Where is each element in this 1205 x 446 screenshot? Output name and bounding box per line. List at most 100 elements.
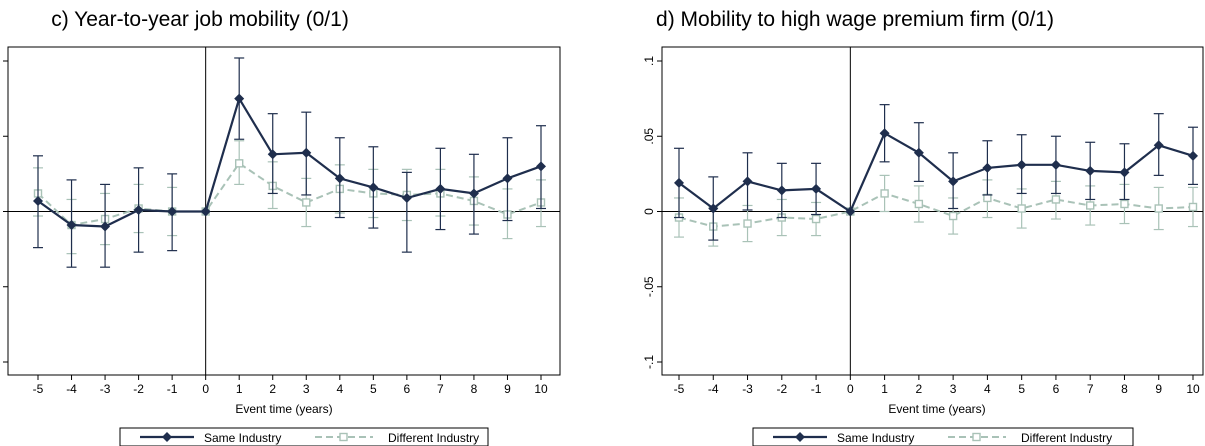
x-tick-label: 4	[336, 382, 343, 396]
point-same	[1016, 159, 1027, 170]
point-different	[1120, 199, 1129, 209]
legend-box	[119, 427, 489, 446]
y-tick-label: -.1	[642, 355, 656, 369]
point-different	[1017, 204, 1026, 213]
x-tick-label: 1	[881, 382, 888, 396]
x-tick-label: -4	[66, 382, 77, 396]
chart-title: c) Year-to-year job mobility (0/1)	[51, 8, 349, 31]
point-same	[1085, 165, 1096, 176]
legend-label-different: Different Industry	[388, 431, 479, 445]
point-same	[334, 173, 345, 184]
x-tick-label: 10	[1186, 382, 1200, 396]
legend: Same Industry Different Industry	[119, 427, 489, 446]
point-different	[234, 159, 244, 168]
point-same	[1119, 167, 1130, 178]
point-same	[267, 149, 278, 160]
x-tick-label: 4	[984, 382, 991, 396]
point-different	[914, 199, 924, 209]
point-same	[66, 220, 77, 231]
point-different	[948, 211, 958, 221]
x-tick-label: -3	[100, 382, 111, 396]
point-different	[1085, 201, 1095, 210]
x-tick-label: 8	[1121, 382, 1128, 396]
chart-marks: -5 -4 -3 -2 -1 0 1 2 3 4 5 6 7 8 9 10 .1 .05 0 -.05 -.1	[0, 47, 560, 396]
legend-marker-square	[972, 432, 981, 442]
point-same	[742, 176, 753, 187]
x-tick-label: 3	[950, 382, 957, 396]
point-same	[776, 185, 787, 196]
x-tick-label: 6	[404, 382, 411, 396]
point-same	[845, 206, 856, 217]
point-same	[708, 203, 719, 214]
x-tick-label: 3	[303, 382, 310, 396]
point-same	[301, 147, 312, 158]
point-same	[100, 221, 111, 232]
x-tick-label: 5	[1018, 382, 1025, 396]
x-tick-label: 2	[916, 382, 923, 396]
legend-label-different: Different Industry	[1021, 431, 1112, 445]
chart-title: d) Mobility to high wage premium firm (0…	[656, 8, 1054, 31]
point-same	[1153, 140, 1164, 151]
series-line-same	[678, 131, 1194, 214]
x-tick-label: -5	[33, 382, 44, 396]
y-tick-label: -.05	[0, 276, 2, 297]
x-tick-label: 0	[202, 382, 209, 396]
legend-box	[752, 427, 1134, 446]
x-tick-label: 5	[370, 382, 377, 396]
chart-panel-d: d) Mobility to high wage premium firm (0…	[642, 8, 1204, 446]
chart-marks: -5 -4 -3 -2 -1 0 1 2 3 4 5 6 7 8 9 10 .1 .05 0 -.05 -.1	[642, 47, 1203, 396]
x-tick-label: 6	[1053, 382, 1060, 396]
y-tick-label: .05	[0, 128, 2, 145]
point-same	[468, 188, 479, 199]
y-tick-label: .1	[0, 56, 2, 66]
point-same	[368, 182, 379, 193]
point-same	[33, 195, 43, 206]
x-tick-label: 9	[1155, 382, 1162, 396]
point-same	[948, 176, 959, 187]
point-different	[811, 214, 821, 224]
y-tick-label: -.1	[0, 355, 2, 369]
x-tick-label: 7	[437, 382, 444, 396]
point-same	[1050, 159, 1061, 170]
x-tick-label: -1	[167, 382, 178, 396]
legend-label-same: Same Industry	[837, 431, 914, 445]
x-tick-label: 10	[534, 382, 548, 396]
point-same	[536, 161, 546, 172]
x-tick-label: -2	[133, 382, 144, 396]
point-different	[743, 219, 752, 228]
legend: Same Industry Different Industry	[752, 427, 1134, 446]
y-tick-label: .05	[642, 128, 656, 145]
point-same	[234, 93, 245, 104]
legend-marker-square	[339, 432, 348, 442]
series-line-different	[678, 192, 1194, 228]
point-same	[401, 192, 412, 203]
point-different	[880, 189, 889, 198]
point-same	[674, 177, 684, 188]
x-tick-label: 2	[269, 382, 276, 396]
point-different	[1188, 202, 1198, 212]
series-line-different	[37, 161, 542, 227]
x-tick-label: 0	[847, 382, 854, 396]
x-axis-label: Event time (years)	[888, 402, 985, 416]
point-same	[879, 128, 890, 139]
y-tick-label: 0	[642, 208, 656, 215]
legend-marker-diamond	[162, 432, 172, 442]
point-different	[1051, 195, 1061, 204]
point-same	[133, 204, 144, 215]
point-same	[1188, 150, 1198, 161]
legend-marker-diamond	[795, 432, 805, 442]
y-tick-label: -.05	[642, 276, 656, 297]
point-same	[200, 206, 211, 217]
x-tick-label: -2	[776, 382, 787, 396]
x-tick-label: 1	[236, 382, 243, 396]
series-line-same	[37, 95, 542, 228]
point-same	[435, 183, 446, 194]
chart-panel-c: c) Year-to-year job mobility (0/1) -5 -4 -…	[0, 8, 561, 446]
x-tick-label: 8	[471, 382, 478, 396]
x-tick-label: -3	[742, 382, 753, 396]
x-axis-label: Event time (years)	[235, 402, 332, 416]
point-different	[1154, 204, 1163, 213]
point-same	[167, 206, 178, 217]
y-tick-label: .1	[642, 56, 656, 66]
